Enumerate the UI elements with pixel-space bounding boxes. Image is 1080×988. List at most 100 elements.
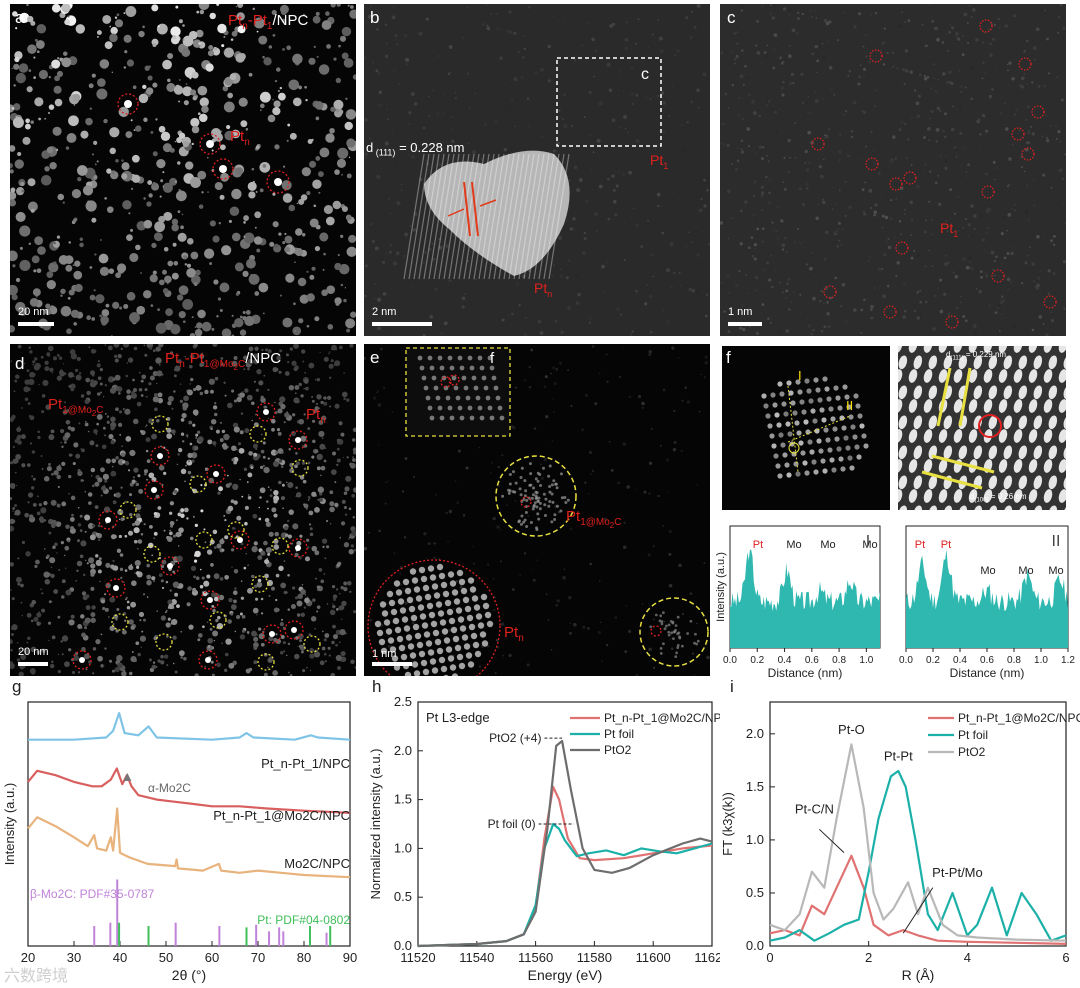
speckle <box>594 49 598 52</box>
atom-column <box>457 616 465 623</box>
speckle <box>492 577 495 580</box>
speckle <box>64 545 70 551</box>
speckle <box>102 606 106 611</box>
speckle <box>279 86 283 90</box>
speckle <box>155 357 162 364</box>
lattice-spot <box>983 399 993 413</box>
speckle <box>328 351 331 353</box>
speckle <box>287 360 290 364</box>
speckle <box>1009 227 1013 231</box>
speckle <box>299 534 303 538</box>
speckle <box>345 318 356 329</box>
speckle <box>724 172 729 176</box>
speckle <box>496 28 500 32</box>
speckle <box>100 391 103 394</box>
speckle <box>280 465 284 468</box>
speckle <box>611 118 616 123</box>
atom-column <box>413 670 421 676</box>
speckle <box>842 257 846 261</box>
speckle <box>635 223 639 228</box>
speckle <box>1004 24 1009 28</box>
speckle <box>898 220 902 223</box>
speckle <box>148 418 154 424</box>
chart-annotation: Pt foil (0) <box>488 817 536 831</box>
speckle <box>60 541 64 545</box>
speckle <box>65 264 73 272</box>
speckle <box>396 43 399 46</box>
speckle <box>1032 58 1036 61</box>
speckle <box>809 10 812 13</box>
lattice-spot <box>898 355 908 370</box>
speckle-group <box>364 4 710 336</box>
speckle <box>535 559 538 561</box>
speckle <box>92 647 97 651</box>
speckle <box>103 118 108 124</box>
speckle <box>331 344 337 351</box>
speckle <box>916 316 920 320</box>
speckle <box>153 537 156 540</box>
speckle <box>189 442 193 446</box>
atom-column <box>828 406 834 412</box>
mo2c-atom <box>538 501 542 505</box>
panel-c-scale-text: 1 nm <box>728 306 753 318</box>
speckle <box>500 622 505 626</box>
speckle <box>909 70 913 74</box>
speckle <box>73 270 83 280</box>
speckle <box>335 77 342 84</box>
speckle <box>212 441 217 446</box>
speckle <box>836 39 840 42</box>
speckle <box>75 580 77 582</box>
speckle <box>282 240 286 245</box>
speckle <box>780 86 785 90</box>
speckle <box>903 282 906 286</box>
speckle <box>75 24 86 34</box>
speckle <box>859 64 862 67</box>
panel-e-scale-bar <box>372 662 412 666</box>
mo2c-atom <box>501 494 505 498</box>
speckle <box>605 224 608 226</box>
speckle <box>412 303 415 306</box>
atom-column <box>471 595 479 602</box>
atom-column <box>436 563 444 571</box>
speckle <box>765 127 768 130</box>
lattice-spot <box>898 369 903 383</box>
speckle <box>310 616 317 622</box>
speckle <box>831 201 833 204</box>
speckle <box>774 55 776 58</box>
speckle <box>667 490 670 493</box>
speckle <box>815 17 818 19</box>
speckle <box>959 84 963 88</box>
speckle <box>41 467 44 470</box>
speckle <box>307 427 311 431</box>
speckle <box>319 492 323 496</box>
speckle <box>1028 128 1031 131</box>
speckle <box>691 241 693 244</box>
speckle <box>790 301 793 303</box>
atom-column <box>856 454 862 460</box>
speckle <box>253 380 256 383</box>
speckle <box>754 275 759 280</box>
speckle <box>274 79 278 83</box>
speckle <box>30 619 34 623</box>
speckle <box>100 239 102 241</box>
speckle <box>377 72 381 76</box>
panel-d-label: d <box>15 354 25 373</box>
speckle <box>641 406 644 409</box>
mo2c-atom <box>693 641 696 645</box>
speckle <box>967 163 970 167</box>
speckle <box>238 97 248 107</box>
panel-f-filtered-image: d(111) = 0.229 nm d(100) = 0.26 nm <box>898 346 1066 510</box>
speckle <box>290 430 297 436</box>
atom-column <box>386 590 394 598</box>
speckle <box>571 196 573 199</box>
speckle <box>1057 89 1059 91</box>
speckle <box>321 538 328 544</box>
speckle <box>326 545 330 549</box>
speckle <box>871 317 874 319</box>
fringe-marker-line <box>471 181 479 237</box>
speckle <box>143 344 146 347</box>
speckle <box>478 665 482 668</box>
speckle <box>572 177 575 181</box>
speckle <box>157 308 161 312</box>
speckle <box>559 268 562 271</box>
